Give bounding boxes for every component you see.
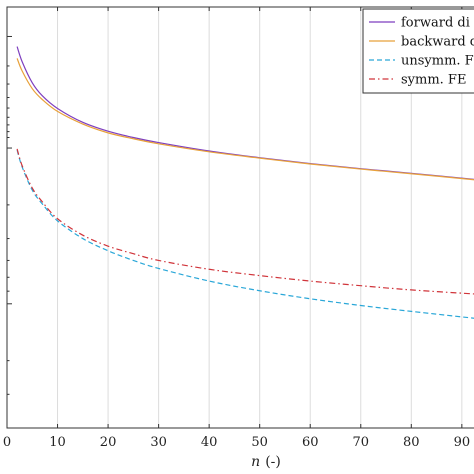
x-tick-label-50: 50 [251,435,268,450]
x-tick-label-20: 20 [100,435,117,450]
plot-frame [6,6,474,429]
series-line-2 [16,149,474,319]
x-tick-label-30: 30 [150,435,167,450]
x-axis-label-unit: (-) [265,454,281,470]
x-axis-ticks: 0 10 20 30 40 50 60 70 80 90 [3,7,470,450]
series-line-3 [16,148,474,295]
x-tick-label-90: 90 [454,435,471,450]
series-line-1 [16,58,474,181]
x-tick-label-10: 10 [49,435,66,450]
grid-lines [57,7,463,428]
legend: forward di backward d unsymm. F symm. FE [362,8,474,94]
x-tick-label-40: 40 [201,435,218,450]
legend-box [362,8,474,94]
x-tick-label-0: 0 [3,435,11,450]
series-lines [16,46,474,319]
x-axis-label-var: n [251,454,260,470]
x-tick-label-60: 60 [302,435,319,450]
x-axis-label: n (-) [251,454,281,470]
x-tick-label-80: 80 [403,435,420,450]
x-tick-label-70: 70 [352,435,369,450]
y-axis-ticks [7,35,12,395]
legend-label-2: unsymm. F [401,54,474,69]
legend-label-3: symm. FE [401,73,466,88]
legend-label-1: backward d [401,35,474,50]
legend-label-0: forward di [401,16,470,31]
